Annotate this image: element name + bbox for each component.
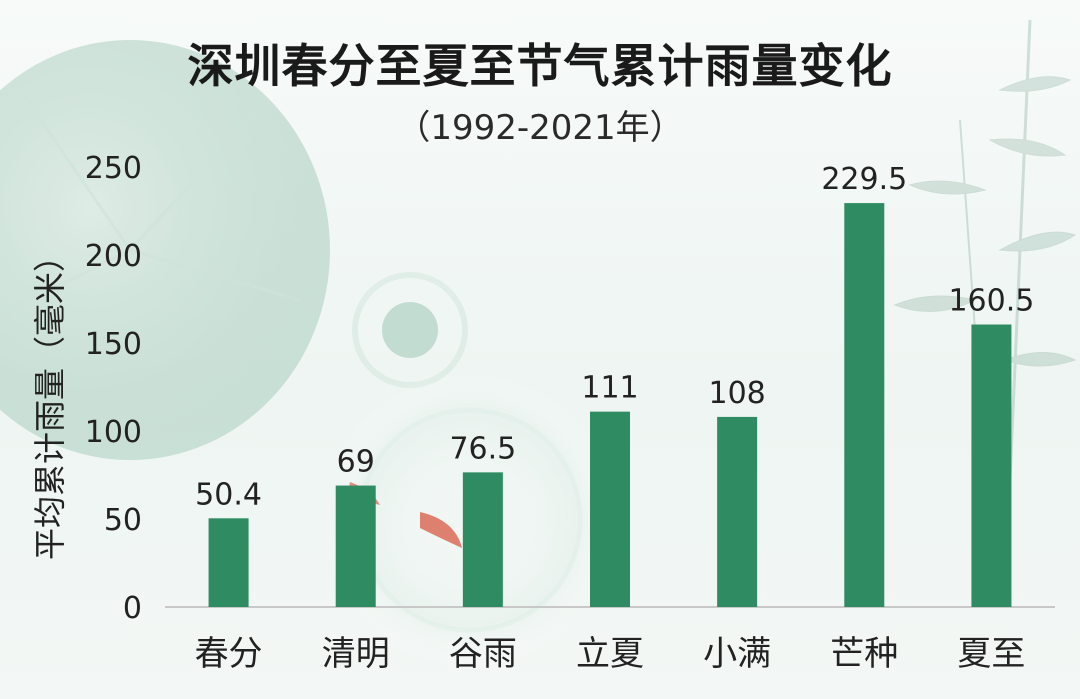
bar — [335, 485, 376, 607]
data-label: 108 — [709, 376, 766, 411]
data-label: 229.5 — [821, 162, 907, 197]
bar — [844, 203, 885, 607]
category-labels-group: 春分 清明 谷雨 立夏 小满 芒种 夏至 — [195, 634, 1026, 674]
value-labels-group: 50.4 69 76.5 111 108 229.5 160.5 — [195, 162, 1034, 512]
y-tick-label: 150 — [85, 327, 142, 362]
data-label: 50.4 — [195, 477, 262, 512]
data-label: 111 — [581, 371, 638, 406]
data-label: 76.5 — [449, 431, 516, 466]
bar — [717, 416, 758, 607]
y-axis-ticks: 0 50 100 150 200 250 — [85, 151, 142, 626]
data-label: 69 — [337, 445, 375, 480]
bars-group — [208, 203, 1012, 607]
y-tick-label: 50 — [104, 503, 142, 538]
bar — [462, 472, 503, 607]
bar — [971, 324, 1012, 607]
data-label: 160.5 — [948, 284, 1034, 319]
x-tick-label: 谷雨 — [449, 634, 517, 674]
bar — [590, 411, 630, 607]
x-tick-label: 春分 — [195, 634, 263, 674]
x-tick-label: 小满 — [703, 634, 771, 674]
chart-title: 深圳春分至夏至节气累计雨量变化 — [187, 39, 893, 93]
x-tick-label: 清明 — [322, 634, 390, 674]
x-tick-label: 夏至 — [957, 634, 1025, 674]
chart-subtitle: （1992-2021年） — [396, 108, 684, 148]
x-tick-label: 芒种 — [830, 634, 898, 674]
x-tick-label: 立夏 — [576, 634, 644, 674]
y-tick-label: 0 — [123, 591, 142, 626]
y-tick-label: 250 — [85, 151, 142, 186]
y-tick-label: 100 — [85, 415, 142, 450]
bar — [208, 518, 249, 607]
y-tick-label: 200 — [85, 239, 142, 274]
lotus-leaf-illustration — [0, 40, 330, 460]
